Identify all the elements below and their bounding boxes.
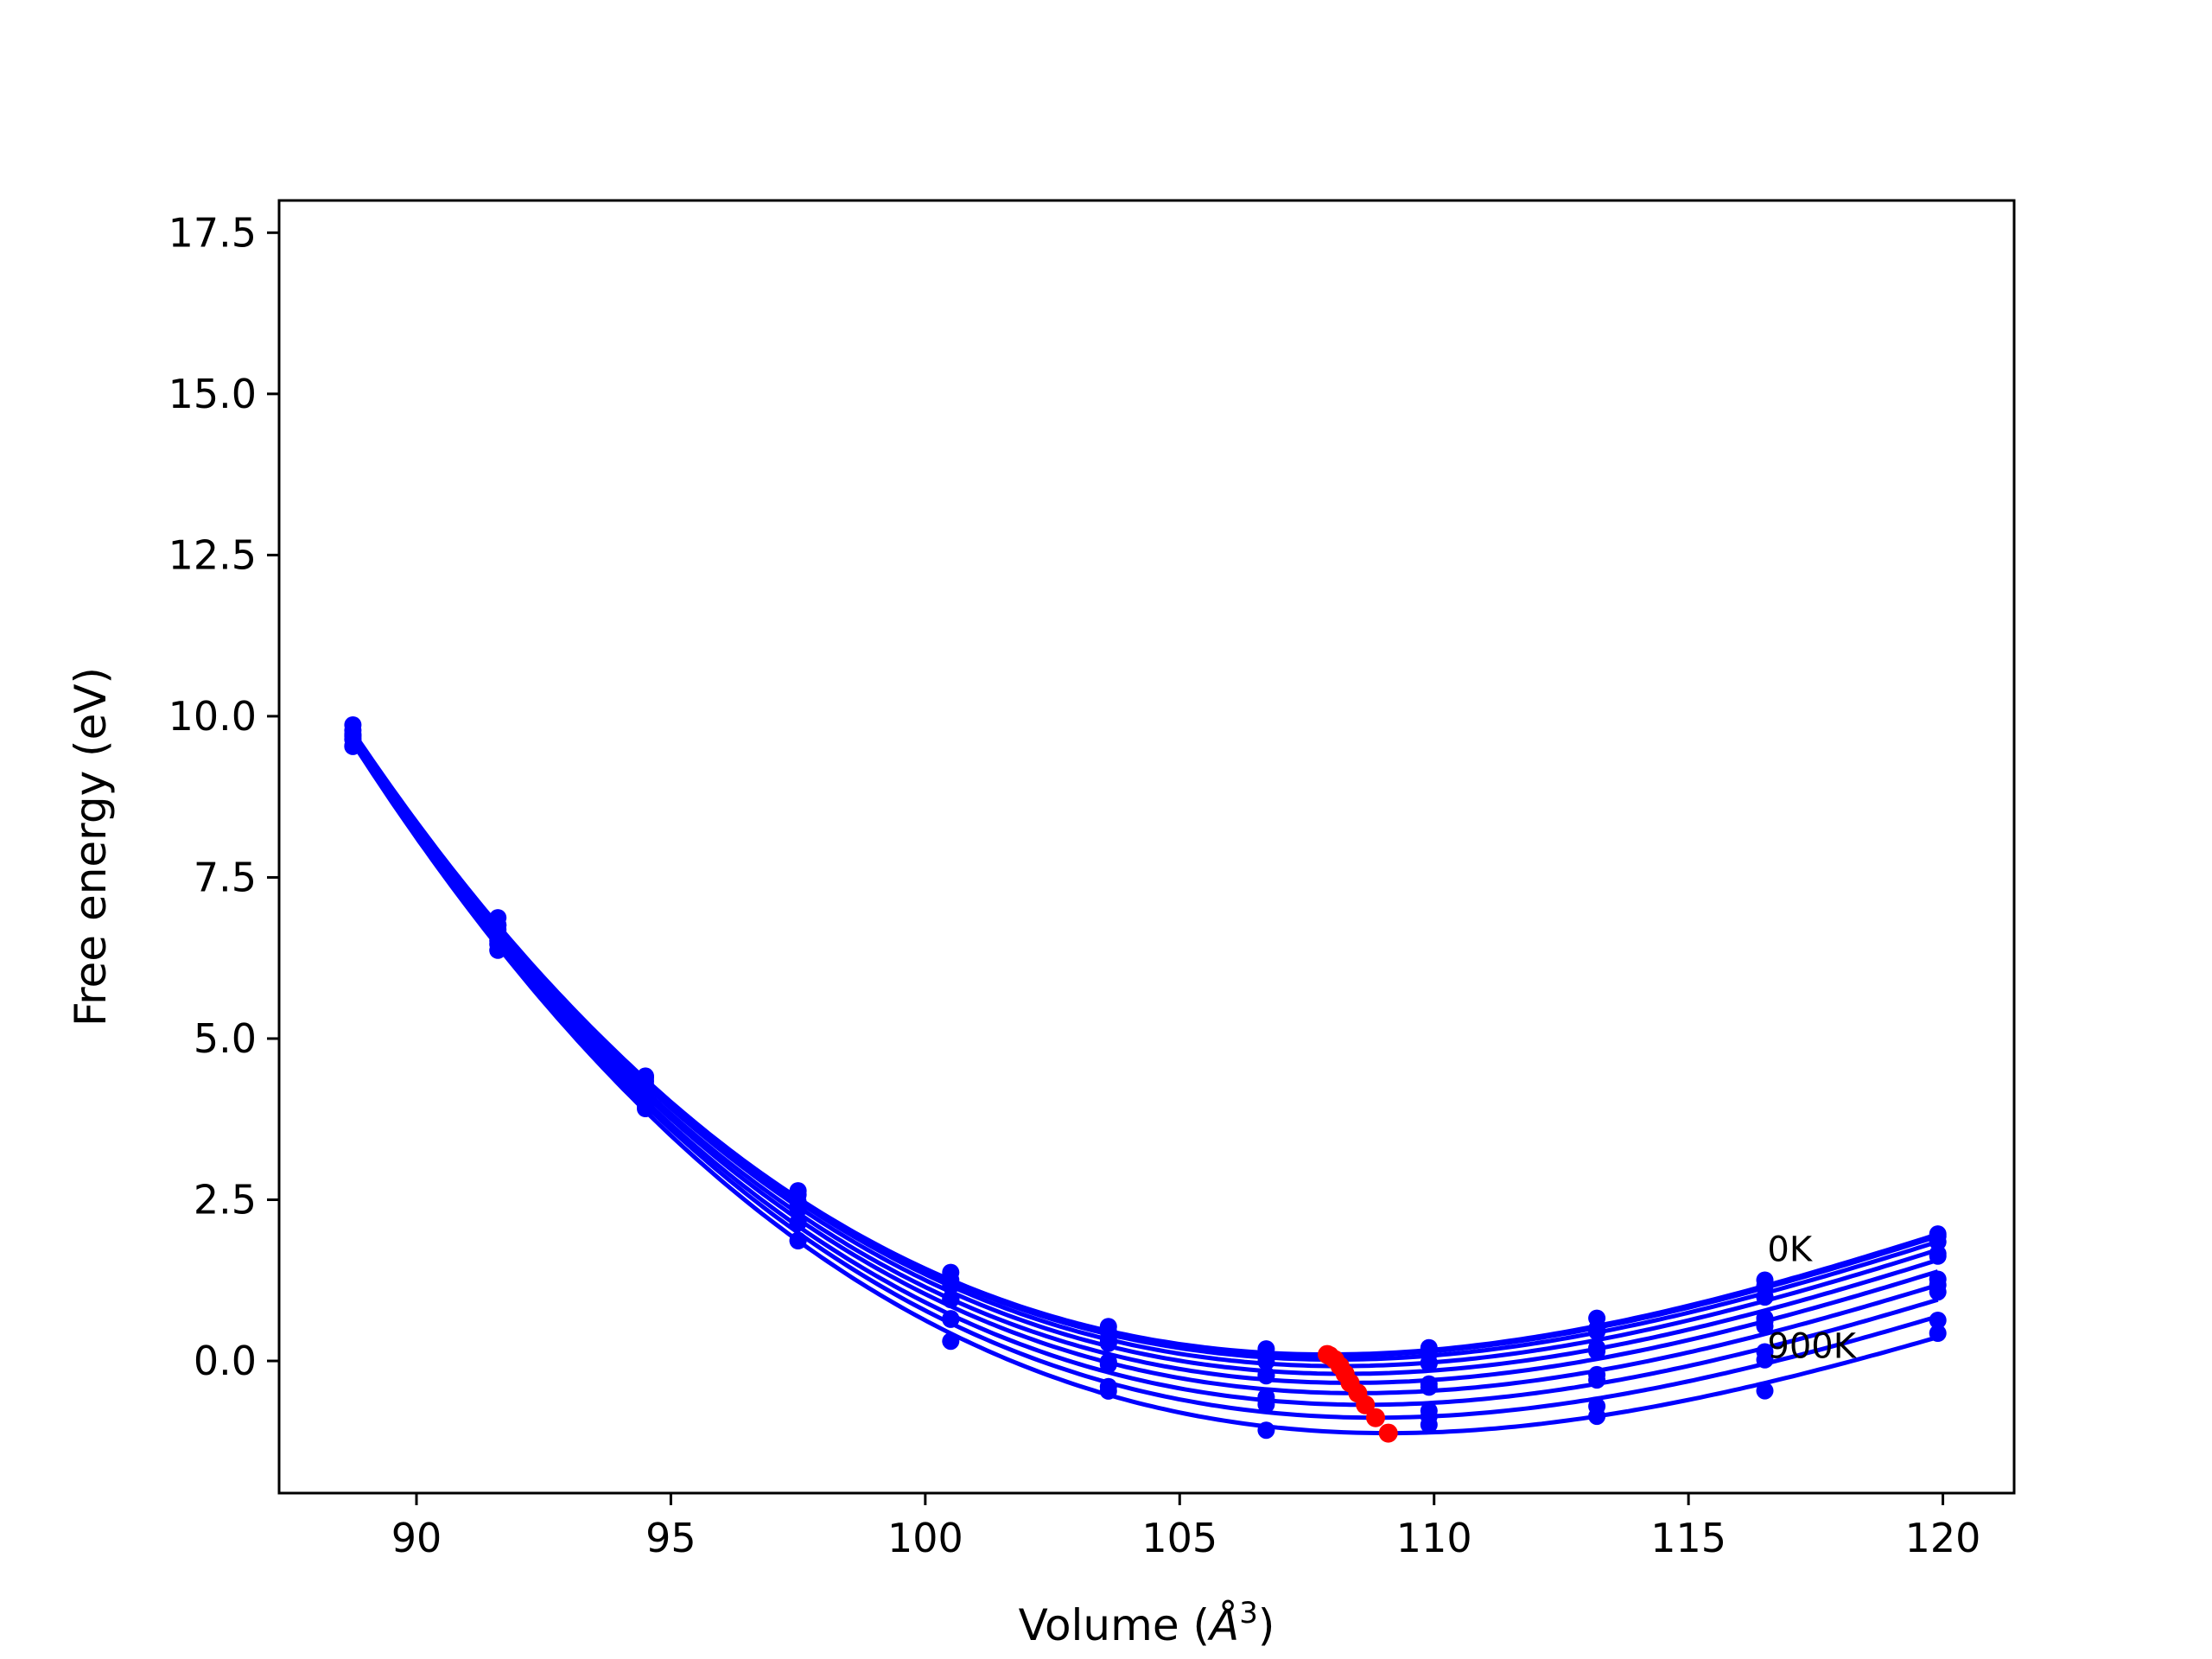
free-energy-curve-900K [351,741,1939,1436]
x-axis: 90 95 100 105 110 115 120 [391,1493,1981,1561]
data-point [1929,1225,1947,1243]
curve-annotation: 900K [1767,1326,1857,1366]
data-point [1588,1371,1606,1389]
data-point [489,926,507,944]
data-point [942,1332,960,1351]
free-energy-curve-600K [351,738,1939,1395]
data-point [1257,1367,1275,1385]
data-point [1099,1318,1117,1336]
free-energy-curve-700K [351,741,1939,1408]
x-axis-label-exponent: 3 [1239,1596,1258,1630]
data-point [1099,1333,1117,1351]
y-tick-label: 7.5 [194,854,257,900]
free-energy-curve-400K [351,733,1939,1376]
data-point [637,1069,654,1086]
y-tick-label: 10.0 [168,693,257,740]
y-tick-label: 0.0 [194,1338,257,1384]
data-point [1929,1247,1947,1265]
data-point [789,1232,807,1249]
x-tick-label: 105 [1141,1515,1217,1561]
data-point [1257,1395,1275,1414]
x-axis-label: Volume (Å3) [1019,1596,1275,1650]
curve-annotation: 0K [1767,1230,1813,1269]
x-axis-label-symbol: Å [1207,1600,1239,1650]
plot-frame [277,199,2016,1495]
minimum-point [1366,1408,1385,1427]
y-tick-label: 5.0 [194,1015,257,1062]
data-point [1756,1382,1774,1400]
data-point [1420,1415,1438,1433]
x-tick-label: 115 [1650,1515,1726,1561]
data-point [637,1095,654,1112]
minima-layer [1318,1344,1398,1443]
free-energy-curve-500K [351,736,1939,1385]
data-point [1588,1342,1606,1360]
data-point [1756,1288,1774,1306]
data-point [637,1083,654,1100]
curves-layer [351,730,1939,1436]
data-point [489,909,507,927]
data-point [1099,1356,1117,1374]
data-point [1588,1408,1606,1426]
data-point [789,1213,807,1231]
x-tick-label: 100 [887,1515,963,1561]
x-tick-label: 95 [645,1515,696,1561]
data-point [489,941,507,959]
points-layer [344,716,1947,1440]
x-tick-label: 90 [391,1515,442,1561]
data-point [1756,1351,1774,1369]
y-tick-label: 15.0 [168,371,257,417]
data-point [1929,1312,1947,1329]
x-tick-label: 120 [1905,1515,1981,1561]
y-axis-label: Free energy (eV) [66,667,116,1027]
data-point [1756,1317,1774,1335]
y-tick-label: 2.5 [194,1177,257,1224]
data-point [942,1310,960,1328]
minimum-point [1356,1395,1376,1414]
free-energy-curve-800K [351,741,1939,1421]
data-point [344,730,362,748]
data-point [1929,1283,1947,1301]
y-axis: 0.0 2.5 5.0 7.5 10.0 12.5 15.0 17.5 [168,209,279,1384]
minimum-point [1378,1423,1398,1443]
data-point [1420,1354,1438,1372]
data-point [1929,1325,1947,1342]
data-point [1588,1319,1606,1338]
data-point [1420,1378,1438,1396]
data-point [1420,1338,1438,1357]
y-tick-label: 17.5 [168,209,257,256]
annotations-layer: 0K 900K [1767,1230,1857,1366]
data-point [789,1197,807,1215]
free-energy-curve-300K [351,730,1939,1369]
y-tick-label: 12.5 [168,531,257,578]
data-point [1099,1382,1117,1400]
data-point [942,1289,960,1307]
x-tick-label: 110 [1396,1515,1472,1561]
data-point [942,1273,960,1291]
data-point [1257,1421,1275,1440]
data-point [1257,1347,1275,1365]
data-point [1756,1271,1774,1289]
